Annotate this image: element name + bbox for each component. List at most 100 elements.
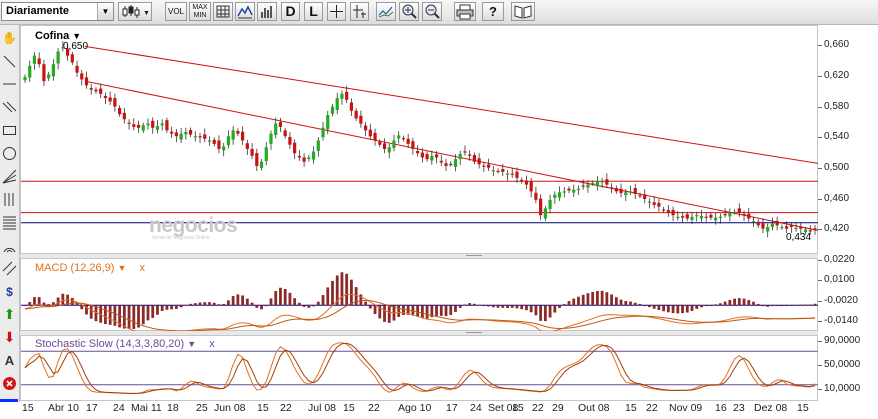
compare-icon[interactable] [376, 2, 396, 21]
cursor-values-icon[interactable] [350, 2, 369, 21]
crosshair-icon[interactable] [327, 2, 346, 21]
line-icon[interactable] [1, 52, 18, 71]
dollar-compare-icon[interactable]: $ [6, 284, 13, 299]
book-icon[interactable] [511, 2, 535, 21]
candle-body [411, 141, 415, 149]
delete-icon[interactable] [1, 374, 18, 393]
macd-title[interactable]: MACD (12,26,9) ▼ x [35, 262, 145, 274]
symbol-selector[interactable]: Cofina ▼ [35, 30, 81, 42]
candle-body [794, 227, 798, 230]
candle-body [56, 51, 60, 64]
y-tick: -0,0020 [818, 295, 858, 306]
candle-chart-icon[interactable]: ▼ [118, 2, 152, 21]
y-tick: 10,0000 [817, 383, 861, 394]
candle-body [676, 216, 680, 219]
vertical-lines-icon[interactable] [1, 190, 18, 209]
help-icon[interactable]: ? [482, 2, 504, 21]
indicators-icon[interactable] [235, 2, 255, 21]
macd-histogram-bar [307, 305, 311, 308]
y-tick: 0,580 [817, 101, 850, 112]
channel-tool-icon[interactable] [1, 259, 18, 278]
macd-histogram-bar [89, 305, 93, 319]
candle-body [184, 132, 188, 135]
candle-body [751, 221, 756, 223]
candle-body [799, 226, 803, 229]
macd-histogram-bar [742, 298, 746, 306]
candle-body [539, 198, 543, 216]
macd-histogram-bar [231, 296, 235, 306]
hand-icon[interactable]: ✋ [2, 30, 17, 45]
candle-body [520, 179, 524, 182]
price-chart[interactable] [21, 26, 819, 255]
candle-body [80, 73, 84, 80]
max-min-button[interactable]: MAX MIN [189, 2, 211, 21]
candle-body [534, 192, 538, 200]
channel-lower-line [84, 80, 819, 232]
print-icon[interactable] [454, 2, 476, 21]
macd-histogram-bar [108, 305, 112, 325]
candle-body [491, 170, 495, 172]
macd-histogram-bar [274, 291, 278, 306]
up-arrow-icon[interactable]: ⬆ [3, 306, 16, 322]
candle-body [136, 124, 141, 128]
macd-chart[interactable] [21, 259, 819, 332]
x-tick: Mai 11 [131, 402, 162, 414]
candle-body [628, 191, 633, 193]
volume-button[interactable]: VOL [165, 2, 187, 21]
daily-button[interactable]: D [281, 2, 300, 21]
rectangle-icon[interactable] [1, 121, 18, 140]
candle-body [581, 185, 585, 187]
macd-histogram-bar [633, 302, 637, 306]
price-panel[interactable]: Cofina ▼ 0,650 0,434 negocios Jornal de … [20, 25, 819, 255]
candle-body [652, 202, 656, 205]
candle-body [255, 153, 259, 166]
horizontal-line-icon[interactable] [1, 75, 18, 94]
fibonacci-retracement-icon[interactable] [1, 213, 18, 232]
candle-body [340, 93, 344, 99]
candle-body [444, 163, 448, 166]
macd-histogram-bar [804, 304, 807, 306]
arc-icon[interactable] [1, 236, 18, 255]
macd-histogram-bar [728, 299, 732, 306]
candle-body [359, 115, 363, 124]
macd-histogram-bar [496, 305, 500, 308]
down-arrow-icon[interactable]: ⬇ [3, 329, 16, 345]
zoom-out-glyph [425, 4, 440, 19]
candle-body [458, 154, 462, 160]
stochastic-title[interactable]: Stochastic Slow (14,3,3,80,20) ▼ x [35, 338, 215, 350]
macd-panel[interactable]: MACD (12,26,9) ▼ x [20, 258, 819, 332]
x-tick: 17 [86, 402, 98, 414]
log-scale-button[interactable]: L [304, 2, 323, 21]
candle-body [420, 152, 424, 158]
candle-body [146, 123, 150, 126]
y-tick: 0,620 [817, 70, 850, 81]
macd-histogram-bar [335, 275, 339, 306]
text-tool-icon[interactable]: A [4, 353, 15, 368]
macd-histogram-bar [122, 305, 126, 329]
circle-icon[interactable] [1, 144, 18, 163]
zoom-out-icon[interactable] [422, 2, 442, 21]
candle-body [416, 151, 420, 154]
macd-histogram-bar [695, 305, 699, 309]
candle-body [567, 188, 571, 191]
stochastic-axis: 90,0000 50,0000 10,0000 [817, 335, 878, 401]
close-icon[interactable]: x [209, 338, 215, 350]
chevron-down-icon[interactable]: ▼ [97, 3, 113, 20]
macd-histogram-bar [94, 305, 98, 322]
macd-histogram-bar [378, 305, 382, 319]
macd-histogram-bar [179, 305, 183, 308]
bars-icon[interactable] [257, 2, 277, 21]
stochastic-panel[interactable]: Stochastic Slow (14,3,3,80,20) ▼ x [20, 335, 819, 402]
macd-histogram-bar [581, 294, 585, 306]
grid-icon[interactable] [213, 2, 233, 21]
candle-body [170, 131, 174, 134]
parallel-lines-icon[interactable] [1, 98, 18, 117]
zoom-in-icon[interactable] [399, 2, 419, 21]
period-select[interactable]: Diariamente ▼ [1, 2, 114, 21]
fibonacci-fan-icon[interactable] [1, 167, 18, 186]
close-icon[interactable]: x [139, 262, 146, 274]
macd-histogram-bar [203, 302, 207, 306]
chevron-down-icon: ▼ [117, 263, 127, 273]
stochastic-chart[interactable] [21, 336, 819, 402]
candle-body [382, 143, 387, 149]
